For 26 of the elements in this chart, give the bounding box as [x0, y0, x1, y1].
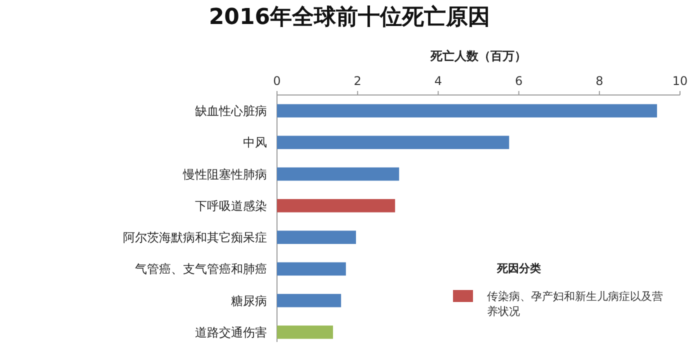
- x-tick-label: 6: [514, 74, 523, 88]
- x-tick-label: 4: [434, 74, 442, 88]
- x-tick-label: 2: [354, 74, 362, 88]
- bar: [277, 262, 346, 276]
- bar: [277, 294, 342, 308]
- bar: [277, 167, 400, 181]
- y-tick-label: 阿尔茨海默病和其它痴呆症: [123, 230, 267, 245]
- y-tick-label: 中风: [243, 136, 267, 150]
- bar: [277, 230, 356, 244]
- chart-title: 2016年全球前十位死亡原因: [208, 4, 490, 30]
- y-tick-label: 慢性阻塞性肺病: [182, 167, 267, 182]
- bar: [277, 104, 658, 118]
- y-tick-label: 缺血性心脏病: [195, 104, 267, 118]
- x-axis-title: 死亡人数（百万）: [430, 49, 526, 63]
- y-tick-label: 气管癌、支气管癌和肺癌: [135, 262, 267, 276]
- x-tick-label: 10: [672, 74, 688, 88]
- x-tick-label: 0: [273, 74, 281, 88]
- legend-label: 传染病、孕产妇和新生儿病症以及营养状况: [487, 290, 663, 318]
- y-tick-label: 下呼吸道感染: [195, 198, 267, 213]
- y-tick-label: 糖尿病: [231, 294, 267, 308]
- legend-title: 死因分类: [496, 262, 541, 275]
- bar: [277, 326, 334, 339]
- y-tick-label: 道路交通伤害: [195, 325, 267, 340]
- bar: [277, 199, 396, 212]
- bar: [277, 136, 510, 150]
- x-tick-label: 8: [596, 74, 604, 88]
